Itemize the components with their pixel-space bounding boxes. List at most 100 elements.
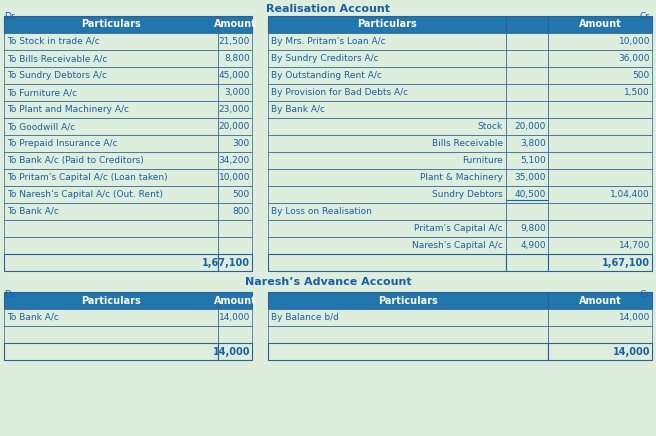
- Bar: [506, 254, 548, 271]
- Bar: [4, 186, 218, 203]
- Text: 21,500: 21,500: [218, 37, 250, 46]
- Text: Amount: Amount: [214, 20, 256, 30]
- Bar: [4, 67, 218, 84]
- Bar: [218, 67, 252, 84]
- Bar: [268, 309, 548, 326]
- Bar: [268, 152, 506, 169]
- Bar: [4, 50, 218, 67]
- Text: 14,700: 14,700: [619, 241, 650, 250]
- Bar: [268, 186, 506, 203]
- Bar: [4, 220, 218, 237]
- Text: 1,04,400: 1,04,400: [610, 190, 650, 199]
- Bar: [218, 169, 252, 186]
- Text: To Pritam’s Capital A/c (Loan taken): To Pritam’s Capital A/c (Loan taken): [7, 173, 168, 182]
- Text: Cr.: Cr.: [640, 290, 652, 299]
- Bar: [218, 254, 252, 271]
- Text: 35,000: 35,000: [514, 173, 546, 182]
- Bar: [4, 152, 218, 169]
- Text: 500: 500: [233, 190, 250, 199]
- Bar: [4, 326, 218, 343]
- Bar: [548, 84, 652, 101]
- Text: 1,67,100: 1,67,100: [202, 258, 250, 268]
- Bar: [548, 101, 652, 118]
- Bar: [506, 67, 548, 84]
- Text: Stock: Stock: [478, 122, 503, 131]
- Bar: [4, 292, 218, 309]
- Text: Particulars: Particulars: [378, 296, 438, 306]
- Bar: [548, 67, 652, 84]
- Text: To Bank A/c: To Bank A/c: [7, 313, 59, 322]
- Text: 14,000: 14,000: [218, 313, 250, 322]
- Bar: [4, 118, 218, 135]
- Text: 14,000: 14,000: [619, 313, 650, 322]
- Text: 34,200: 34,200: [218, 156, 250, 165]
- Bar: [4, 343, 218, 360]
- Bar: [268, 135, 506, 152]
- Bar: [268, 118, 506, 135]
- Bar: [4, 254, 218, 271]
- Bar: [218, 220, 252, 237]
- Bar: [218, 33, 252, 50]
- Bar: [548, 203, 652, 220]
- Text: Amount: Amount: [579, 20, 621, 30]
- Bar: [4, 33, 218, 50]
- Bar: [4, 84, 218, 101]
- Bar: [506, 84, 548, 101]
- Text: Naresh’s Capital A/c: Naresh’s Capital A/c: [412, 241, 503, 250]
- Text: Pritam’s Capital A/c: Pritam’s Capital A/c: [415, 224, 503, 233]
- Bar: [268, 292, 548, 309]
- Bar: [548, 326, 652, 343]
- Bar: [548, 135, 652, 152]
- Text: By Outstanding Rent A/c: By Outstanding Rent A/c: [271, 71, 382, 80]
- Text: To Plant and Machinery A/c: To Plant and Machinery A/c: [7, 105, 129, 114]
- Text: Realisation Account: Realisation Account: [266, 4, 390, 14]
- Bar: [218, 101, 252, 118]
- Bar: [4, 237, 218, 254]
- Bar: [268, 84, 506, 101]
- Bar: [268, 220, 506, 237]
- Text: 800: 800: [233, 207, 250, 216]
- Bar: [506, 135, 548, 152]
- Text: Plant & Machinery: Plant & Machinery: [420, 173, 503, 182]
- Text: 3,000: 3,000: [224, 88, 250, 97]
- Text: Cr.: Cr.: [640, 12, 652, 21]
- Bar: [268, 101, 506, 118]
- Text: 1,500: 1,500: [625, 88, 650, 97]
- Text: 300: 300: [233, 139, 250, 148]
- Bar: [506, 101, 548, 118]
- Bar: [218, 84, 252, 101]
- Bar: [548, 309, 652, 326]
- Bar: [548, 292, 652, 309]
- Text: Dr.: Dr.: [4, 12, 16, 21]
- Bar: [4, 101, 218, 118]
- Bar: [548, 343, 652, 360]
- Bar: [268, 237, 506, 254]
- Bar: [4, 309, 218, 326]
- Bar: [218, 292, 252, 309]
- Bar: [506, 169, 548, 186]
- Bar: [4, 16, 218, 33]
- Text: To Prepaid Insurance A/c: To Prepaid Insurance A/c: [7, 139, 117, 148]
- Bar: [218, 326, 252, 343]
- Bar: [268, 33, 506, 50]
- Text: 1,67,100: 1,67,100: [602, 258, 650, 268]
- Text: To Bills Receivable A/c: To Bills Receivable A/c: [7, 54, 108, 63]
- Bar: [506, 50, 548, 67]
- Text: 500: 500: [633, 71, 650, 80]
- Text: To Stock in trade A/c: To Stock in trade A/c: [7, 37, 100, 46]
- Bar: [548, 33, 652, 50]
- Bar: [506, 237, 548, 254]
- Bar: [218, 343, 252, 360]
- Bar: [506, 186, 548, 203]
- Text: By Balance b/d: By Balance b/d: [271, 313, 339, 322]
- Text: 36,000: 36,000: [619, 54, 650, 63]
- Text: 14,000: 14,000: [213, 347, 250, 357]
- Bar: [4, 203, 218, 220]
- Bar: [218, 309, 252, 326]
- Bar: [268, 254, 506, 271]
- Text: 20,000: 20,000: [514, 122, 546, 131]
- Text: Amount: Amount: [214, 296, 256, 306]
- Text: Naresh’s Advance Account: Naresh’s Advance Account: [245, 277, 411, 287]
- Bar: [548, 237, 652, 254]
- Text: Amount: Amount: [579, 296, 621, 306]
